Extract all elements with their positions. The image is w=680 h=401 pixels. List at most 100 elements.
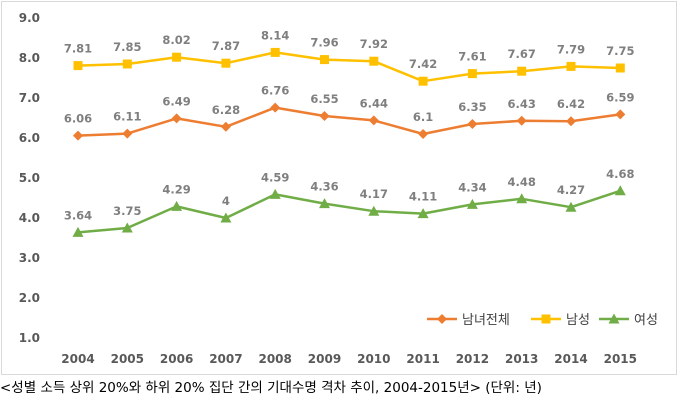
data-label: 8.02 (162, 33, 190, 47)
data-label: 4.34 (458, 180, 486, 194)
data-label: 4.36 (310, 180, 338, 194)
square-marker (73, 61, 83, 71)
x-tick-label: 2012 (456, 352, 489, 366)
diamond-marker (220, 121, 231, 132)
diamond-marker (615, 109, 626, 120)
triangle-marker (269, 188, 281, 199)
legend-label: 남녀전체 (462, 313, 510, 328)
triangle-marker (466, 198, 478, 209)
diamond-marker (73, 130, 83, 141)
diamond-marker (467, 119, 478, 129)
square-marker (122, 59, 132, 69)
diamond-marker (368, 115, 379, 126)
data-label: 7.85 (113, 40, 141, 54)
y-tick-label: 7.0 (19, 91, 40, 105)
data-label: 6.35 (458, 100, 486, 114)
diamond-marker (171, 113, 182, 124)
y-tick-label: 3.0 (19, 251, 40, 265)
diamond-marker (319, 111, 330, 121)
square-marker (172, 52, 182, 62)
square-marker (320, 55, 329, 65)
legend-label: 남성 (566, 313, 590, 328)
square-marker (221, 58, 231, 68)
chart-caption: <성별 소득 상위 20%와 하위 20% 집단 간의 기대수명 격차 추이, … (0, 380, 542, 396)
y-tick-label: 6.0 (19, 131, 40, 145)
diamond-marker (516, 115, 527, 126)
diamond-marker (122, 128, 133, 139)
series-1: 7.81 7.85 8.02 7.87 8.14 7.96 7.92 7.42 7.61 7.67… (64, 28, 634, 86)
diamond-marker (418, 129, 429, 139)
data-label: 7.79 (557, 42, 585, 56)
y-tick-label: 1.0 (19, 331, 40, 345)
data-label: 6.43 (508, 97, 536, 111)
data-label: 7.96 (310, 36, 338, 50)
data-label: 6.44 (360, 96, 388, 110)
square-marker (566, 61, 576, 71)
y-tick-label: 9.0 (19, 11, 40, 25)
data-label: 6.49 (162, 94, 190, 108)
x-tick-label: 2004 (61, 352, 94, 366)
x-tick-label: 2015 (604, 352, 637, 366)
square-marker (615, 63, 625, 73)
series-line (77, 51, 621, 83)
triangle-marker (319, 198, 330, 209)
data-label: 7.81 (64, 42, 92, 56)
triangle-marker (516, 193, 528, 204)
triangle-marker (72, 226, 84, 237)
series-0: 6.06 6.11 6.49 6.28 6.76 6.55 6.44 6.1 6.35 6.43 6… (64, 84, 634, 141)
data-label: 7.75 (606, 44, 634, 58)
x-tick-label: 2007 (209, 352, 242, 366)
triangle-marker (171, 200, 183, 211)
y-tick-label: 5.0 (19, 171, 40, 185)
y-tick-label: 8.0 (19, 51, 40, 65)
data-label: 4.48 (508, 175, 536, 189)
series-line (77, 106, 621, 137)
square-marker (467, 69, 477, 79)
x-tick-label: 2013 (505, 352, 538, 366)
legend-label: 여성 (634, 313, 658, 328)
data-label: 7.67 (508, 47, 536, 61)
x-tick-label: 2006 (160, 352, 193, 366)
series-line (77, 189, 621, 234)
data-label: 4 (222, 194, 230, 208)
square-marker (541, 314, 551, 324)
data-label: 4.29 (162, 182, 190, 196)
diamond-marker (437, 314, 447, 324)
data-label: 6.59 (606, 90, 634, 104)
data-label: 4.27 (557, 183, 585, 197)
data-label: 8.14 (261, 28, 289, 42)
data-label: 3.75 (113, 204, 141, 218)
triangle-marker (121, 222, 133, 233)
data-label: 4.59 (261, 170, 289, 184)
data-label: 6.42 (557, 97, 585, 111)
diamond-marker (566, 116, 576, 127)
data-label: 6.1 (413, 110, 433, 124)
legend-item-2: 여성 (599, 313, 658, 328)
square-marker (369, 56, 379, 66)
square-marker (517, 66, 527, 76)
data-label: 4.17 (360, 187, 388, 201)
square-marker (270, 47, 280, 57)
x-tick-label: 2010 (357, 352, 390, 366)
diamond-marker (270, 102, 281, 113)
legend-item-1: 남성 (531, 313, 590, 328)
data-label: 7.61 (458, 50, 486, 64)
data-label: 4.11 (409, 190, 437, 204)
data-label: 6.55 (310, 92, 338, 106)
x-tick-label: 2014 (554, 352, 587, 366)
data-label: 3.64 (64, 208, 92, 222)
y-tick-label: 4.0 (19, 211, 40, 225)
x-tick-label: 2008 (258, 352, 291, 366)
y-tick-label: 2.0 (19, 291, 40, 305)
x-tick-label: 2011 (406, 352, 439, 366)
data-label: 7.92 (360, 37, 388, 51)
data-label: 6.11 (113, 110, 141, 124)
triangle-marker (565, 201, 577, 212)
data-label: 6.76 (261, 84, 289, 98)
triangle-marker (368, 205, 380, 216)
x-tick-label: 2009 (308, 352, 341, 366)
data-label: 4.68 (606, 167, 634, 181)
data-label: 6.28 (212, 103, 240, 117)
legend-item-0: 남녀전체 (427, 313, 510, 328)
data-label: 7.87 (212, 39, 240, 53)
